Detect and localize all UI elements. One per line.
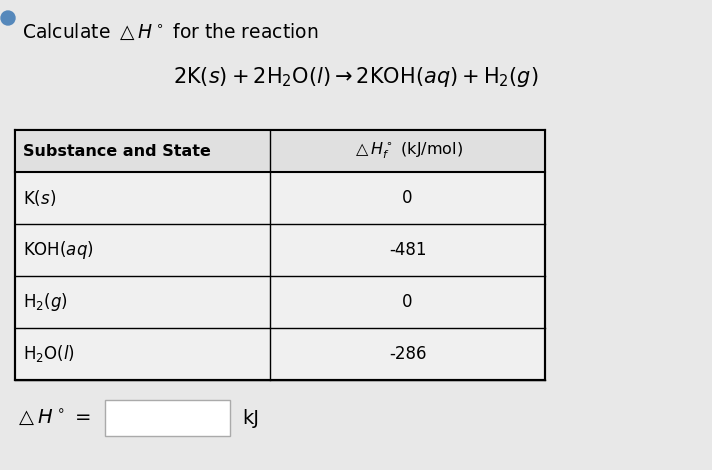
Text: -481: -481 (389, 241, 426, 259)
Text: -286: -286 (389, 345, 426, 363)
Text: 0: 0 (402, 293, 413, 311)
Text: kJ: kJ (242, 408, 259, 428)
Text: Substance and State: Substance and State (23, 143, 211, 158)
Text: $\mathrm{2K}(s) + \mathrm{2H_2O}(l) \rightarrow \mathrm{2KOH}(aq) + \mathrm{H_2}: $\mathrm{2K}(s) + \mathrm{2H_2O}(l) \rig… (173, 65, 539, 89)
Text: $\mathrm{KOH}(aq)$: $\mathrm{KOH}(aq)$ (23, 239, 94, 261)
FancyBboxPatch shape (105, 400, 230, 436)
Text: $\mathrm{K}(s)$: $\mathrm{K}(s)$ (23, 188, 56, 208)
Text: $\triangle H^\circ$ =: $\triangle H^\circ$ = (15, 408, 90, 428)
Circle shape (1, 11, 15, 25)
Text: $\triangle H_f^\circ$ (kJ/mol): $\triangle H_f^\circ$ (kJ/mol) (352, 141, 463, 161)
Bar (15, 130, 545, 172)
Text: $\mathrm{H_2}(g)$: $\mathrm{H_2}(g)$ (23, 291, 68, 313)
Text: $\mathrm{H_2O}(l)$: $\mathrm{H_2O}(l)$ (23, 344, 75, 365)
Text: 0: 0 (402, 189, 413, 207)
Text: Calculate $\triangle H^\circ$ for the reaction: Calculate $\triangle H^\circ$ for the re… (22, 22, 318, 42)
Bar (15, 130, 545, 380)
